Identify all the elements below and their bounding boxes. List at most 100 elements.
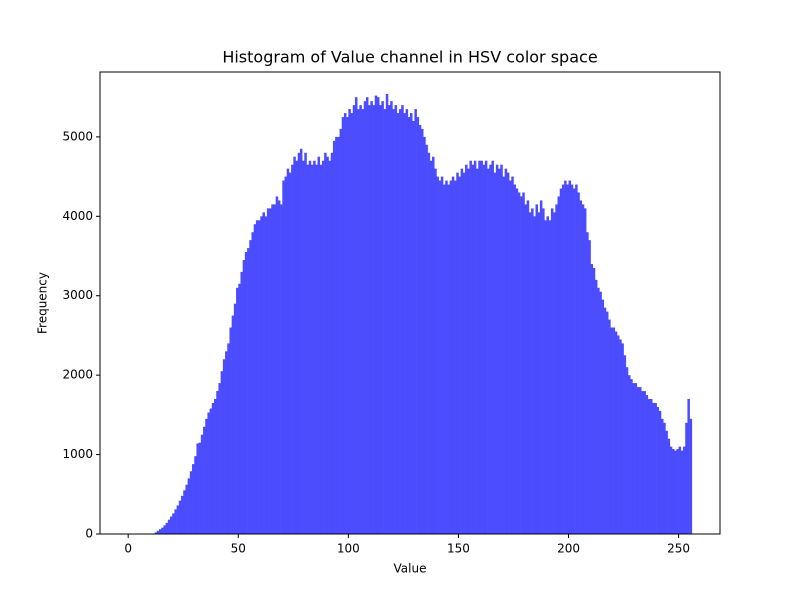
bar xyxy=(416,117,420,534)
bar xyxy=(478,160,481,535)
bar xyxy=(418,124,422,534)
bar xyxy=(623,355,627,534)
bar xyxy=(185,484,188,534)
bar xyxy=(689,418,693,534)
bar xyxy=(284,176,288,534)
bar xyxy=(165,522,169,534)
bar xyxy=(381,101,384,535)
bar xyxy=(526,200,530,534)
bar xyxy=(632,383,635,534)
bar xyxy=(645,395,649,534)
bar xyxy=(561,184,565,535)
bar xyxy=(192,464,195,534)
bar xyxy=(658,410,662,534)
bar xyxy=(630,379,633,534)
bar xyxy=(225,351,228,534)
bar xyxy=(407,117,411,534)
bar xyxy=(414,109,417,534)
bar xyxy=(196,443,199,534)
bar xyxy=(445,180,448,534)
bar xyxy=(654,402,657,534)
bar xyxy=(443,184,446,535)
bar xyxy=(524,204,527,535)
bar xyxy=(500,164,503,534)
bar xyxy=(216,391,219,534)
bar xyxy=(572,188,576,534)
bar xyxy=(462,172,466,534)
bar xyxy=(324,152,327,534)
bar xyxy=(544,220,547,534)
bar xyxy=(456,172,459,534)
bar xyxy=(266,208,270,534)
bar xyxy=(535,204,538,535)
y-tick-label: 3000 xyxy=(62,288,93,302)
bar xyxy=(517,192,521,534)
bar xyxy=(586,232,589,534)
bar xyxy=(421,128,424,534)
bar xyxy=(209,408,213,534)
bar xyxy=(616,335,620,534)
bar xyxy=(174,509,177,534)
bar xyxy=(577,192,580,534)
y-tick-label: 2000 xyxy=(62,368,93,382)
bar xyxy=(218,383,221,534)
bar xyxy=(387,105,391,534)
bar xyxy=(555,204,558,535)
bar xyxy=(674,450,677,534)
bar xyxy=(181,495,184,534)
bar xyxy=(440,176,444,534)
bar xyxy=(242,259,246,534)
bar xyxy=(434,168,437,534)
bar xyxy=(515,188,519,534)
bar xyxy=(476,168,479,534)
bar xyxy=(683,446,686,534)
bar xyxy=(295,160,299,535)
bar xyxy=(396,113,400,534)
bar xyxy=(280,204,283,535)
bar xyxy=(249,240,252,534)
bar xyxy=(504,168,508,534)
bar xyxy=(308,160,312,535)
bar xyxy=(357,109,360,534)
bar xyxy=(156,530,160,534)
bar xyxy=(352,105,356,534)
bar xyxy=(568,180,572,534)
bar xyxy=(608,319,611,534)
bar xyxy=(262,212,265,534)
bar xyxy=(594,279,598,534)
bar xyxy=(480,160,483,535)
bar xyxy=(286,168,290,534)
bar xyxy=(487,168,490,534)
bar xyxy=(601,299,605,534)
bar xyxy=(469,160,472,535)
bar xyxy=(528,212,532,534)
bar xyxy=(643,391,646,534)
bar xyxy=(302,160,305,535)
bar xyxy=(522,192,525,534)
y-tick-label: 4000 xyxy=(62,209,93,223)
y-tick-label: 1000 xyxy=(62,447,93,461)
bar xyxy=(247,248,250,535)
bar xyxy=(449,180,453,534)
bar xyxy=(273,204,276,535)
bar xyxy=(332,140,336,535)
bar xyxy=(339,128,343,534)
bar xyxy=(187,478,191,534)
bar xyxy=(429,160,433,535)
bar xyxy=(458,176,461,534)
bar xyxy=(297,152,301,534)
bar xyxy=(313,160,316,535)
bar xyxy=(211,402,215,534)
bar xyxy=(194,456,197,534)
bar xyxy=(361,109,365,534)
bar xyxy=(306,164,310,534)
x-tick-label: 150 xyxy=(447,542,470,556)
bar xyxy=(550,208,554,534)
bar xyxy=(546,216,550,534)
bar xyxy=(410,113,413,534)
bar xyxy=(537,212,541,534)
bar xyxy=(379,105,382,534)
bar xyxy=(288,172,292,534)
bar xyxy=(495,164,499,534)
bar xyxy=(394,105,398,534)
